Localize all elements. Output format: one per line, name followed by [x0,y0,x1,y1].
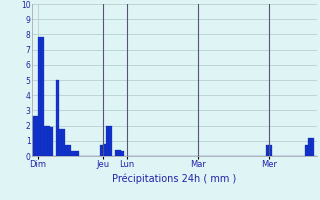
Bar [41,37,44,156]
Bar [305,145,308,156]
Bar [118,150,121,156]
Bar [38,37,41,156]
Bar [266,145,269,156]
Bar [109,126,112,156]
Bar [47,126,50,156]
Bar [68,145,71,156]
Bar [59,129,62,156]
Bar [65,145,68,156]
X-axis label: Précipitations 24h ( mm ): Précipitations 24h ( mm ) [112,173,236,184]
Bar [76,151,79,156]
Bar [74,151,76,156]
Bar [121,151,124,156]
Bar [311,138,314,156]
Bar [103,144,106,156]
Bar [35,116,38,156]
Bar [32,116,35,156]
Bar [100,145,103,156]
Bar [50,127,53,156]
Bar [269,145,272,156]
Bar [44,126,47,156]
Bar [62,129,65,156]
Bar [106,126,109,156]
Bar [71,151,74,156]
Bar [308,138,311,156]
Bar [56,80,59,156]
Bar [115,150,118,156]
